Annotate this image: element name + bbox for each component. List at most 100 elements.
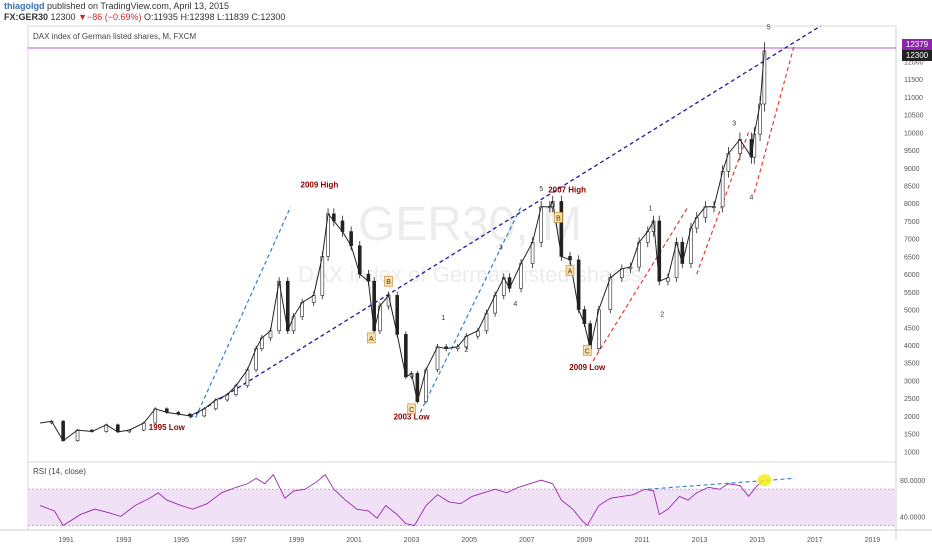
price-candle-body xyxy=(75,429,80,442)
publisher-line: thiagolgd published on TradingView.com, … xyxy=(4,1,229,11)
abc-wave-box xyxy=(565,265,575,276)
wave-number-label: 3 xyxy=(732,120,736,127)
abc-wave-box xyxy=(407,403,416,415)
rsi-tick-label: 40.0000 xyxy=(900,514,925,521)
price-tick-label: 12000 xyxy=(904,59,924,66)
chart-subtitle: DAX index of German listed shares, M, FX… xyxy=(33,32,197,41)
price-tick-label: 10000 xyxy=(904,130,924,137)
abc-wave-label: A xyxy=(369,336,374,343)
last-price-badge: 12300 xyxy=(902,50,932,61)
impulse-channel-line xyxy=(753,43,796,193)
price-tick-label: 6500 xyxy=(904,254,920,261)
price-tick-label: 7500 xyxy=(904,219,920,226)
abc-wave-box xyxy=(582,345,592,356)
impulse-channel-line xyxy=(195,206,292,418)
time-tick-label: 2013 xyxy=(692,537,708,544)
price-tick-label: 4500 xyxy=(904,325,920,332)
rsi-band xyxy=(28,489,896,526)
price-tick-label: 2000 xyxy=(904,414,920,421)
abc-wave-label: B xyxy=(386,279,391,286)
rsi-series-line xyxy=(39,473,765,527)
rsi-tick-label: 80.0000 xyxy=(900,478,925,485)
time-tick-label: 2009 xyxy=(577,537,593,544)
impulse-channel-line xyxy=(592,206,689,362)
price-candle-body xyxy=(435,346,440,371)
price-change: ▼−86 (−0.69%) xyxy=(78,12,142,22)
ohlc-close: C:12300 xyxy=(251,12,286,22)
high-price-badge: 12379 xyxy=(902,39,932,50)
price-candle-body xyxy=(530,241,535,264)
time-tick-label: 2003 xyxy=(404,537,420,544)
publisher-username[interactable]: thiagolgd xyxy=(4,1,45,11)
abc-wave-label: C xyxy=(409,407,414,414)
time-tick-label: 2019 xyxy=(865,537,881,544)
price-tick-label: 3000 xyxy=(904,378,920,385)
wave-number-label: 2 xyxy=(464,347,468,354)
price-tick-label: 2500 xyxy=(904,396,920,403)
price-tick-label: 10500 xyxy=(904,113,924,120)
time-tick-label: 1993 xyxy=(116,537,132,544)
price-tick-label: 6000 xyxy=(904,272,920,279)
price-candle-body xyxy=(608,277,613,310)
price-tick-label: 9500 xyxy=(904,148,920,155)
wave-number-label: 4 xyxy=(513,301,517,308)
price-tick-label: 11000 xyxy=(904,95,923,102)
price-candle-body xyxy=(153,408,158,424)
ohlc-open: O:11935 xyxy=(144,12,178,22)
symbol-line: FX:GER30 12300 ▼−86 (−0.69%) O:11935 H:1… xyxy=(4,12,285,22)
wave-number-label: 5 xyxy=(539,186,543,193)
ohlc-high: H:12398 xyxy=(180,12,215,22)
abc-wave-box xyxy=(554,212,563,223)
price-tick-label: 8000 xyxy=(904,201,920,208)
price-tick-label: 3500 xyxy=(904,361,920,368)
abc-wave-label: B xyxy=(556,215,561,222)
impulse-channel-line xyxy=(419,206,522,413)
price-tick-label: 1500 xyxy=(904,432,920,439)
long-term-trendline xyxy=(189,25,821,419)
wave-label: 2003 Low xyxy=(394,412,431,421)
wave-number-label: 2 xyxy=(660,312,664,319)
abc-wave-box xyxy=(366,332,376,344)
price-pane-frame xyxy=(27,25,897,463)
price-tick-label: 8500 xyxy=(904,184,920,191)
wave-label: 1995 Low xyxy=(149,423,186,432)
time-tick-label: 2015 xyxy=(749,537,765,544)
rsi-label: RSI (14, close) xyxy=(33,467,86,476)
abc-wave-label: C xyxy=(585,348,590,355)
wave-number-label: 5 xyxy=(767,25,771,32)
time-tick-label: 1991 xyxy=(58,537,74,544)
time-tick-label: 2005 xyxy=(461,537,477,544)
ohlc-low: L:11839 xyxy=(216,12,249,22)
watermark-description: DAX index of German listed shares xyxy=(298,262,642,287)
time-tick-label: 1997 xyxy=(231,537,247,544)
time-tick-label: 2001 xyxy=(346,537,362,544)
time-tick-label: 2017 xyxy=(807,537,823,544)
price-tick-label: 9000 xyxy=(904,166,920,173)
time-tick-label: 2011 xyxy=(634,537,649,544)
abc-wave-box xyxy=(384,275,393,287)
time-tick-label: 1999 xyxy=(289,537,305,544)
wave-label: 2007 High xyxy=(548,186,586,195)
price-tick-label: 5500 xyxy=(904,290,920,297)
time-tick-label: 2007 xyxy=(519,537,535,544)
price-tick-label: 11500 xyxy=(904,77,923,84)
price-candle-body xyxy=(61,420,65,442)
wave-number-label: 1 xyxy=(441,315,445,322)
price-tick-label: 4000 xyxy=(904,343,920,350)
wave-number-label: 3 xyxy=(499,244,503,251)
time-tick-label: 1995 xyxy=(173,537,189,544)
last-price: 12300 xyxy=(50,12,76,22)
wave-number-label: 1 xyxy=(649,205,653,212)
wave-label: 2009 High xyxy=(301,180,339,189)
price-candle-body xyxy=(519,263,523,289)
rsi-highlight-marker xyxy=(757,474,772,487)
price-tick-label: 5000 xyxy=(904,308,920,315)
abc-wave-label: A xyxy=(568,269,573,276)
price-series-line xyxy=(40,50,765,442)
price-tick-label: 7000 xyxy=(904,237,920,244)
published-info: published on TradingView.com, April 13, … xyxy=(47,1,229,11)
wave-label: 2009 Low xyxy=(569,363,606,372)
wave-number-label: 4 xyxy=(749,195,753,202)
price-tick-label: 1000 xyxy=(904,449,920,456)
